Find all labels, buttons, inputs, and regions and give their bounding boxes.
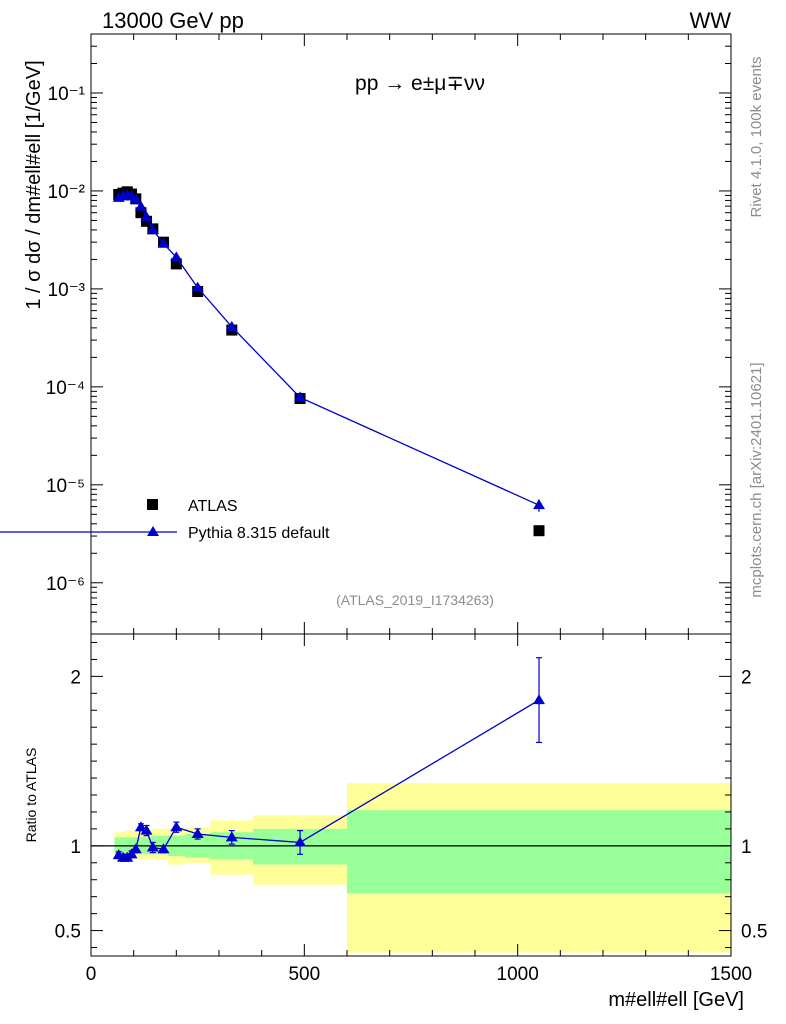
mcplots-label: mcplots.cern.ch [arXiv:2401.10621] [748,362,765,597]
main-y-tick-label: 10⁻⁴ [46,378,85,399]
pythia-data-point [157,237,170,248]
legend: ATLAS Pythia 8.315 default [0,498,330,542]
legend-atlas-label: ATLAS [188,498,238,515]
main-plot-panel: 10⁻¹ 10⁻² 10⁻³ 10⁻⁴ 10⁻⁵ 10⁻⁶ pp → e±μ∓νν (AT… [0,33,732,635]
ratio-data-point [125,848,138,859]
main-y-tick-label: 10⁻¹ [48,84,86,105]
x-tick-label: 500 [288,964,320,985]
pythia-data-point [140,211,153,222]
ratio-data-point [134,821,147,832]
main-y-tick-label: 10⁻³ [48,280,86,301]
main-y-axis-label: 1 / σ dσ / dm#ell#ell [1/GeV] [23,60,45,309]
process-tag: WW [689,8,731,33]
pythia-data-point [170,251,183,262]
pythia-data-point [294,391,307,402]
ratio-data-point [146,841,159,852]
pythia-series-line [118,194,540,506]
energy-label: 13000 GeV pp [102,8,244,33]
pythia-data-point [225,320,238,331]
ratio-data-point [157,843,170,854]
legend-pythia-marker [147,526,159,536]
pythia-data-point [191,281,204,292]
ratio-y-tick-label-right: 1 [741,837,752,858]
rivet-version-label: Rivet 4.1.0, 100k events [748,57,765,218]
ratio-y-tick-label: 2 [70,667,81,688]
legend-atlas-marker [147,499,158,510]
atlas-data-point [140,215,152,227]
ratio-y-tick-label: 0.5 [55,922,81,943]
pythia-data-point [134,200,147,211]
ratio-plot-panel: 0.5 0.5 1 1 2 2 0 500 1000 1500 Ratio to ATLAS m#… [23,633,767,1011]
x-axis-label: m#ell#ell [GeV] [608,989,744,1011]
ratio-y-tick-label-right: 0.5 [741,922,767,943]
stat-uncertainty-band [347,810,731,894]
main-title: pp → e±μ∓νν [355,72,485,95]
ratio-data-point [140,824,153,835]
legend-pythia-label: Pythia 8.315 default [188,525,330,542]
ratio-data-point [533,694,545,705]
x-tick-label: 1000 [497,964,539,985]
atlas-data-point [533,525,545,537]
ratio-data-point [129,843,142,854]
x-tick-label: 1500 [710,964,752,985]
ratio-data-point [225,831,238,842]
ratio-data-point [170,821,183,832]
ratio-data-point [294,836,307,847]
x-tick-label: 0 [86,964,97,985]
main-annotation: (ATLAS_2019_I1734263) [336,592,494,608]
ratio-y-axis-label: Ratio to ATLAS [23,748,39,843]
pythia-data-point [129,193,142,204]
pythia-data-point [146,223,159,234]
main-y-tick-label: 10⁻² [48,182,86,203]
atlas-data-point [170,258,182,270]
main-y-tick-label: 10⁻⁶ [46,574,85,595]
main-y-tick-label: 10⁻⁵ [46,476,85,497]
ratio-y-tick-label: 1 [70,837,81,858]
ratio-data-point [191,827,204,838]
ratio-y-tick-label-right: 2 [741,667,752,688]
main-plot-frame [90,33,732,635]
atlas-data-point [135,207,147,219]
pythia-data-point [533,499,545,510]
